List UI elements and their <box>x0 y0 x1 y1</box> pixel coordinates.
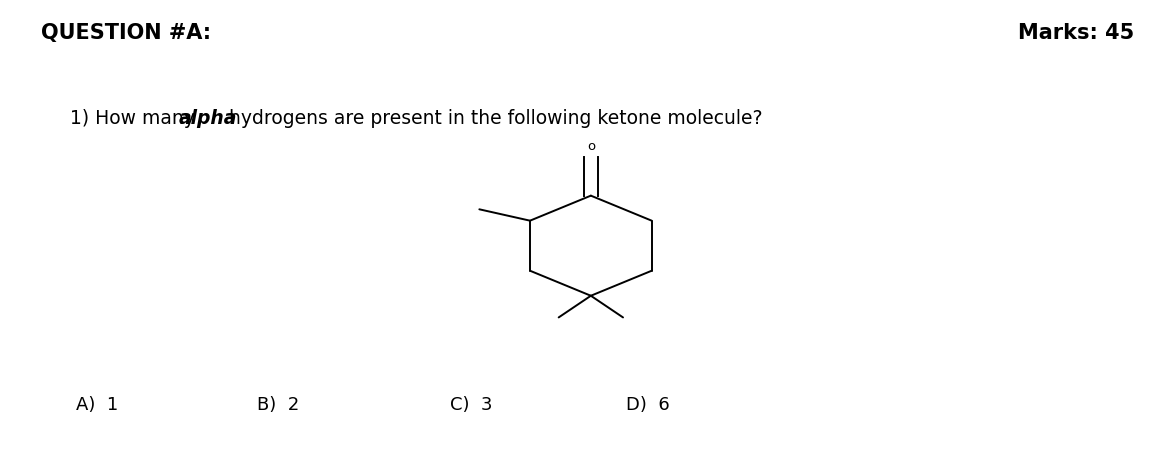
Text: QUESTION #A:: QUESTION #A: <box>41 23 211 43</box>
Text: A)  1: A) 1 <box>76 396 118 414</box>
Text: 1) How many: 1) How many <box>70 109 201 128</box>
Text: o: o <box>587 140 594 153</box>
Text: Marks: 45: Marks: 45 <box>1018 23 1134 43</box>
Text: D)  6: D) 6 <box>626 396 669 414</box>
Text: C)  3: C) 3 <box>450 396 493 414</box>
Text: hydrogens are present in the following ketone molecule?: hydrogens are present in the following k… <box>223 109 763 128</box>
Text: alpha: alpha <box>179 109 238 128</box>
Text: B)  2: B) 2 <box>257 396 300 414</box>
